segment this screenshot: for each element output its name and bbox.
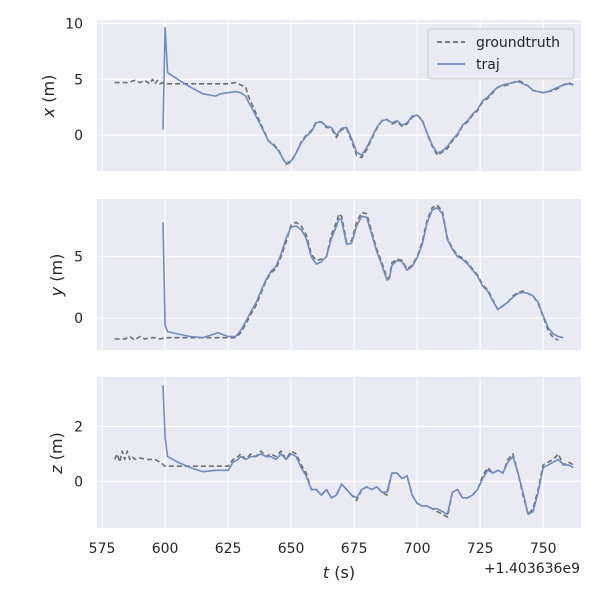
series-traj-z <box>162 385 574 516</box>
series-layer-z <box>113 385 574 518</box>
yticks-x: 0 5 10 <box>65 16 83 144</box>
ylabel-z: z (m) <box>47 432 66 475</box>
subplot-x: 0 5 10 x (m) groundtruth traj <box>39 16 581 171</box>
ylabel-y-var: y <box>47 286 66 297</box>
grid-z <box>97 377 581 528</box>
series-traj-x <box>162 26 574 164</box>
ylabel-x-var: x <box>39 107 58 118</box>
yticks-y: 05 <box>74 250 83 327</box>
plot-area-y <box>97 199 581 350</box>
xlabel-unit: (s) <box>329 563 355 582</box>
ylabel-z-unit: (m) <box>47 432 66 465</box>
legend-traj-label: traj <box>476 57 500 73</box>
ylabel-y: y (m) <box>47 254 66 298</box>
xtick-label-7: 750 <box>530 541 557 557</box>
ytick-label-x-0: 0 <box>74 128 83 144</box>
xlabel: t (s) <box>323 563 355 582</box>
x-offset-label: +1.403636e9 <box>484 561 580 577</box>
ytick-label-x-1: 5 <box>74 72 83 88</box>
xtick-label-4: 675 <box>341 541 368 557</box>
series-layer-x <box>114 26 574 166</box>
xlabel-var: t <box>323 563 330 582</box>
xtick-label-0: 575 <box>89 541 116 557</box>
ytick-label-x-2: 10 <box>65 16 83 32</box>
grid-y <box>97 199 581 350</box>
ylabel-x-unit: (m) <box>39 75 58 108</box>
subplot-y: 05 y (m) <box>47 199 581 350</box>
yticks-z: 02 <box>74 419 83 490</box>
xtick-label-6: 725 <box>467 541 494 557</box>
legend: groundtruth traj <box>427 28 575 80</box>
ylabel-z-var: z <box>47 465 66 475</box>
xtick-label-3: 650 <box>278 541 305 557</box>
series-layer-y <box>114 204 564 342</box>
xtick-label-2: 625 <box>215 541 242 557</box>
legend-groundtruth-label: groundtruth <box>476 35 560 51</box>
ylabel-x: x (m) <box>39 75 58 119</box>
ytick-label-z-0: 0 <box>74 474 83 490</box>
xtick-label-5: 700 <box>404 541 431 557</box>
ytick-label-z-1: 2 <box>74 419 83 435</box>
ytick-label-y-0: 0 <box>74 311 83 327</box>
series-traj-y <box>162 206 564 339</box>
plot-area-z <box>97 377 581 528</box>
ytick-label-y-1: 5 <box>74 250 83 266</box>
xticks: 575 600 625 650 675 700 725 750 <box>89 541 557 557</box>
xtick-label-1: 600 <box>152 541 179 557</box>
ylabel-y-unit: (m) <box>47 254 66 287</box>
subplot-z: 02 z (m) <box>47 377 581 528</box>
